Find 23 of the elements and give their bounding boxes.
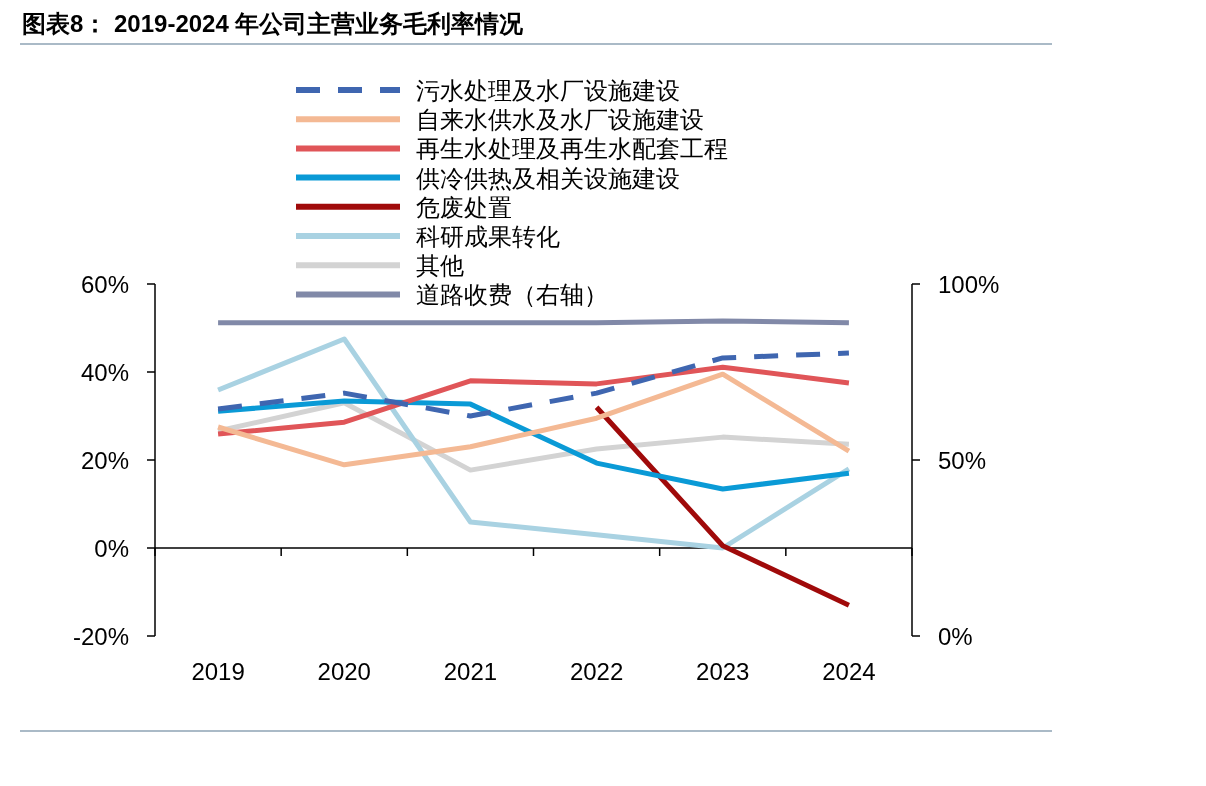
- x-tick-label: 2020: [317, 658, 371, 685]
- legend-label: 自来水供水及水厂设施建设: [416, 106, 704, 134]
- legend-label: 科研成果转化: [416, 223, 560, 250]
- y-tick-label: 60%: [80, 271, 129, 298]
- y-tick-label: 40%: [80, 359, 129, 386]
- x-tick-label: 2021: [443, 658, 498, 685]
- y-tick-label: 20%: [80, 447, 129, 474]
- legend-label: 其他: [416, 252, 464, 280]
- y-tick-label: 0%: [94, 535, 129, 562]
- x-tick-label: 2022: [569, 658, 624, 685]
- y2-tick-label: 0%: [938, 623, 973, 650]
- legend-label: 再生水处理及再生水配套工程: [416, 135, 728, 163]
- x-tick-label: 2019: [191, 658, 245, 685]
- x-tick-label: 2024: [822, 658, 876, 685]
- y-tick-label: -20%: [72, 623, 129, 650]
- x-tick-label: 2023: [696, 658, 750, 685]
- y2-tick-label: 100%: [938, 271, 1000, 298]
- legend-label: 道路收费（右轴）: [416, 281, 608, 309]
- legend-label: 供冷供热及相关设施建设: [416, 164, 680, 192]
- legend-label: 危废处置: [416, 193, 512, 221]
- chart-title: 图表8： 2019-2024 年公司主营业务毛利率情况: [22, 10, 525, 37]
- y2-tick-label: 50%: [938, 447, 987, 474]
- legend-label: 污水处理及水厂设施建设: [416, 77, 680, 104]
